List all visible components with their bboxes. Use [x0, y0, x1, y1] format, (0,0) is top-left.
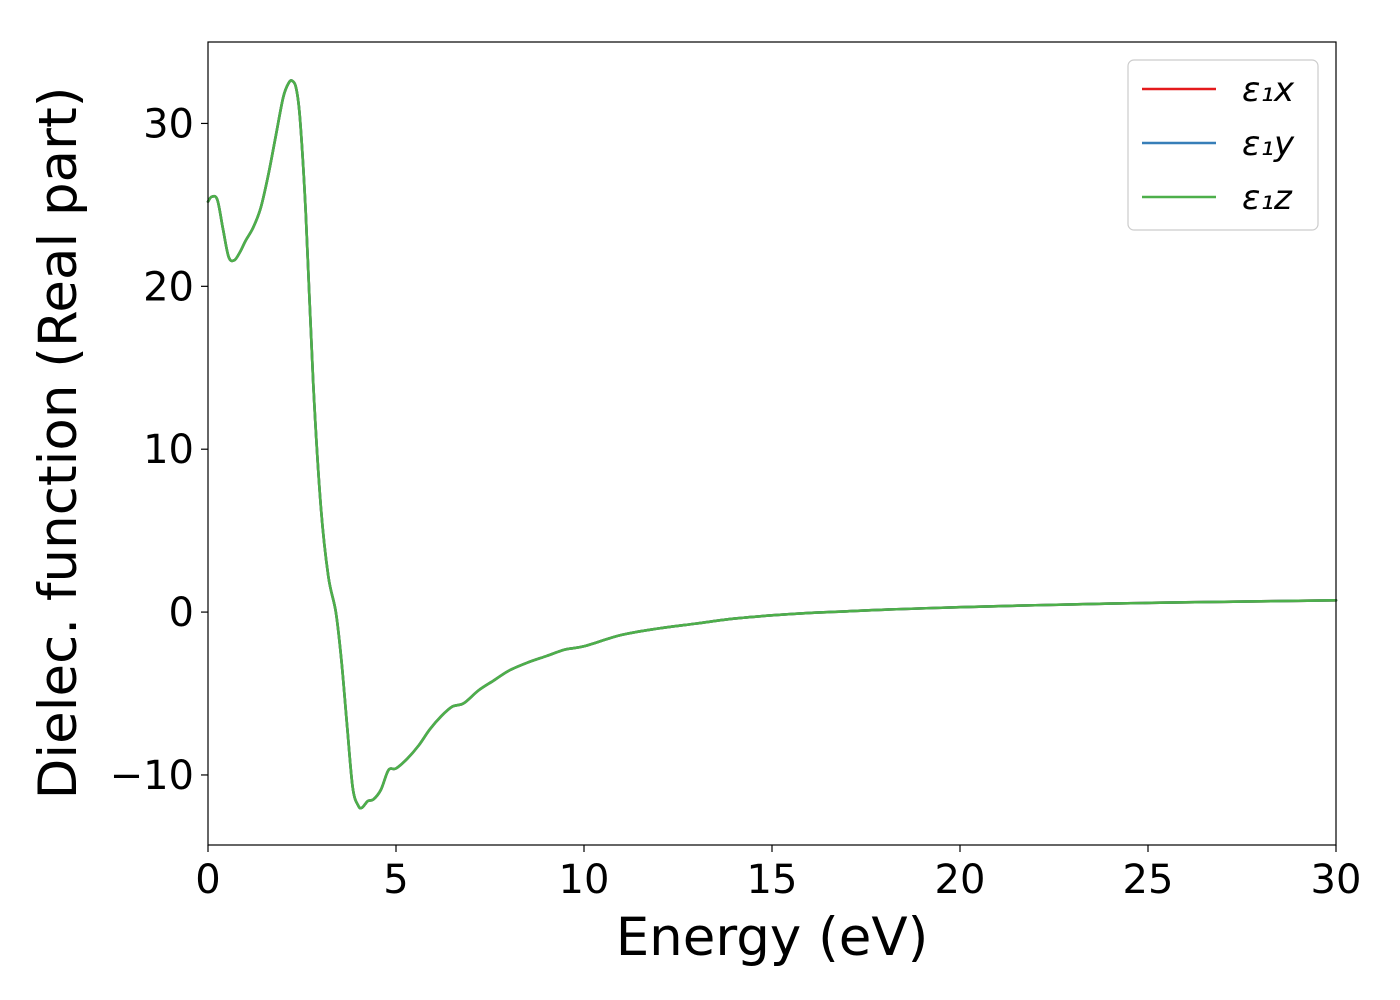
legend-label-z: ε₁z [1242, 178, 1293, 218]
series-layer [206, 79, 1338, 810]
y-tick-label: 30 [143, 101, 194, 147]
x-tick-label: 25 [1123, 857, 1174, 903]
legend-box [1127, 59, 1319, 231]
x-tick-label: 20 [935, 857, 986, 903]
y-tick-label: 10 [143, 427, 194, 473]
y-axis-title: Dielec. function (Real part) [28, 87, 89, 800]
y-axis-ticks: −10 0 10 20 30 [110, 101, 208, 799]
legend-label-x: ε₁x [1242, 70, 1295, 110]
x-tick-label: 5 [383, 857, 408, 903]
x-axis-title: Energy (eV) [616, 907, 929, 968]
y-tick-label: 20 [143, 264, 194, 310]
legend-label-y: ε₁y [1242, 124, 1295, 164]
x-axis-ticks: 0 5 10 15 20 25 30 [195, 845, 1361, 903]
y-tick-label: −10 [110, 753, 194, 799]
series-line-epsilon1-z [206, 79, 1338, 810]
legend: ε₁x ε₁y ε₁z [1127, 59, 1319, 231]
x-tick-label: 10 [559, 857, 610, 903]
x-tick-label: 15 [747, 857, 798, 903]
x-tick-label: 0 [195, 857, 220, 903]
y-tick-label: 0 [169, 590, 194, 636]
x-tick-label: 30 [1311, 857, 1362, 903]
legend-items: ε₁x ε₁y ε₁z [1142, 70, 1295, 218]
